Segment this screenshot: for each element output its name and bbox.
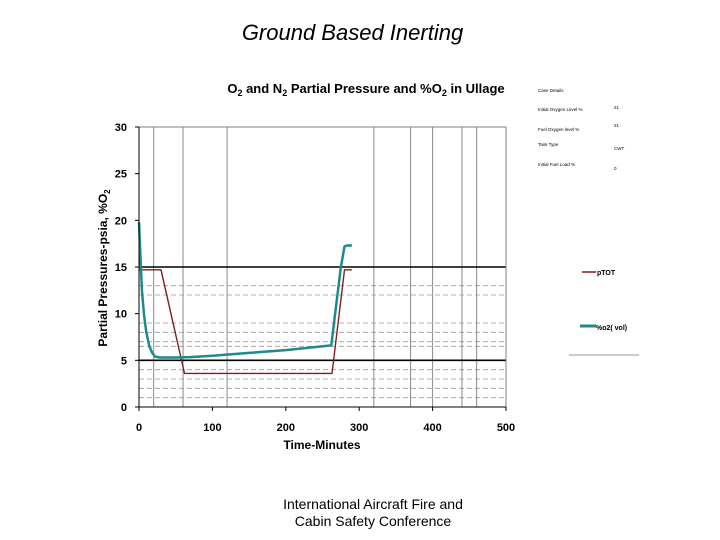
case-row-label: Initial Oxygen Level %: [538, 107, 583, 112]
case-details-header: Case Details: [538, 88, 564, 93]
x-tick-label: 0: [136, 422, 142, 434]
case-row-label: Initial Fuel Load %: [538, 162, 575, 167]
y-axis-label: Partial Pressures-psia, %O2: [96, 189, 112, 347]
x-tick-label: 400: [423, 422, 441, 434]
x-axis-label: Time-Minutes: [283, 438, 360, 452]
y-tick-label: 20: [115, 215, 127, 227]
x-tick-label: 500: [497, 422, 515, 434]
y-tick-label: 15: [115, 262, 127, 274]
footer-line-2: Cabin Safety Conference: [294, 513, 452, 529]
slide-title: Ground Based Inerting: [241, 20, 464, 45]
series-line-ptot: [139, 269, 352, 375]
footer: International Aircraft Fire and Cabin Sa…: [218, 496, 528, 530]
y-tick-label: 10: [115, 309, 127, 321]
case-row-value: 0: [614, 166, 617, 171]
chart-title: O2 and N2 Partial Pressure and %O2 in Ul…: [227, 81, 504, 98]
x-tick-label: 300: [350, 422, 368, 434]
case-details-panel: Case Details Initial Oxygen Level % 21 F…: [538, 88, 624, 171]
y-tick-label: 30: [115, 122, 127, 134]
legend-label-ptot: pTOT: [597, 270, 616, 277]
case-row-value: 21: [614, 123, 620, 128]
footer-line-1: International Aircraft Fire and: [283, 496, 463, 512]
series-line-o2: [137, 222, 352, 359]
legend: pTOT %o2( vol): [569, 270, 639, 356]
y-tick-label: 25: [115, 169, 127, 181]
case-row-label: Tank Type: [538, 142, 559, 147]
y-tick-label: 0: [121, 402, 127, 414]
y-tick-label: 5: [121, 355, 127, 367]
legend-label-o2: %o2( vol): [596, 325, 627, 332]
x-tick-label: 200: [277, 422, 295, 434]
x-tick-label: 100: [203, 422, 221, 434]
case-row-value: CWT: [614, 146, 624, 151]
case-row-label: Fuel Oxygen level %: [538, 127, 579, 132]
case-row-value: 21: [614, 105, 620, 110]
